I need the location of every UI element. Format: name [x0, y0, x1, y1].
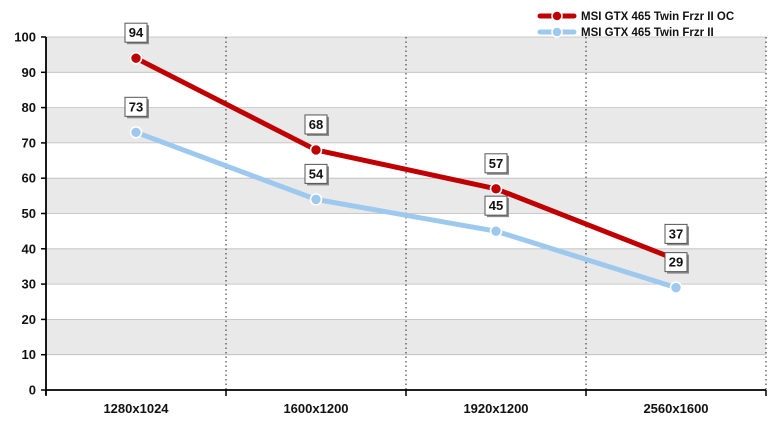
y-tick-label: 30	[22, 277, 36, 292]
y-tick-label: 90	[22, 65, 36, 80]
grid-band	[46, 319, 766, 355]
data-label-frame	[484, 195, 508, 216]
data-label-frame	[304, 163, 328, 184]
data-label: 37	[669, 226, 683, 241]
data-label-box: 29	[664, 252, 689, 274]
y-tick-label: 40	[22, 241, 36, 256]
y-tick-label: 0	[29, 383, 36, 398]
data-label: 45	[489, 198, 503, 213]
legend-label: MSI GTX 465 Twin Frzr II OC	[581, 11, 734, 23]
data-label: 29	[669, 255, 683, 270]
y-axis: 0 10 20 30 40 50 60 70 80 90 100	[14, 30, 47, 398]
data-labels: 94 68 57 37 73 54 45 29	[124, 22, 689, 274]
data-label: 57	[489, 156, 503, 171]
data-point	[309, 193, 323, 206]
y-tick-label: 50	[22, 206, 36, 221]
legend-label: MSI GTX 465 Twin Frzr II	[581, 27, 714, 39]
y-tick-label: 70	[22, 135, 36, 150]
data-label-frame	[484, 153, 508, 174]
y-tick-label: 10	[22, 347, 36, 362]
data-label-box: 68	[304, 114, 329, 136]
legend-swatch-marker	[551, 26, 563, 38]
data-point	[669, 281, 683, 294]
x-tick-label: 1280x1024	[103, 401, 169, 416]
data-label-frame	[304, 114, 328, 135]
x-tick-label: 1600x1200	[283, 401, 348, 416]
x-axis: 1280x1024 1600x1200 1920x1200 2560x1600	[45, 389, 767, 416]
data-label: 54	[309, 166, 324, 181]
data-label: 94	[129, 25, 144, 40]
y-tick-label: 60	[22, 171, 36, 186]
data-label-box: 94	[124, 22, 149, 45]
x-tick-label: 2560x1600	[643, 401, 708, 416]
data-label-box: 37	[664, 223, 689, 246]
data-point	[489, 182, 503, 196]
data-point	[489, 224, 503, 238]
data-label-box: 73	[124, 96, 149, 119]
y-tick-label: 80	[22, 100, 36, 115]
data-label: 68	[309, 117, 323, 132]
data-point	[129, 126, 143, 139]
y-tick-label: 100	[14, 30, 36, 45]
y-tick-label: 20	[22, 312, 36, 327]
data-point	[129, 51, 143, 65]
legend-swatch-marker	[551, 10, 563, 22]
data-point	[309, 143, 323, 157]
data-label-box: 57	[484, 153, 509, 175]
series-line	[133, 129, 679, 291]
legend: MSI GTX 465 Twin Frzr II OC MSI GTX 465 T…	[537, 10, 734, 39]
data-label: 73	[129, 99, 143, 114]
data-label-box: 54	[304, 163, 329, 186]
x-tick-label: 1920x1200	[463, 401, 528, 416]
data-label-frame	[124, 96, 148, 117]
data-label-frame	[664, 252, 688, 273]
series-line	[133, 55, 679, 262]
data-label-box: 45	[484, 195, 509, 218]
data-label-frame	[664, 223, 688, 244]
data-label-frame	[124, 22, 148, 43]
